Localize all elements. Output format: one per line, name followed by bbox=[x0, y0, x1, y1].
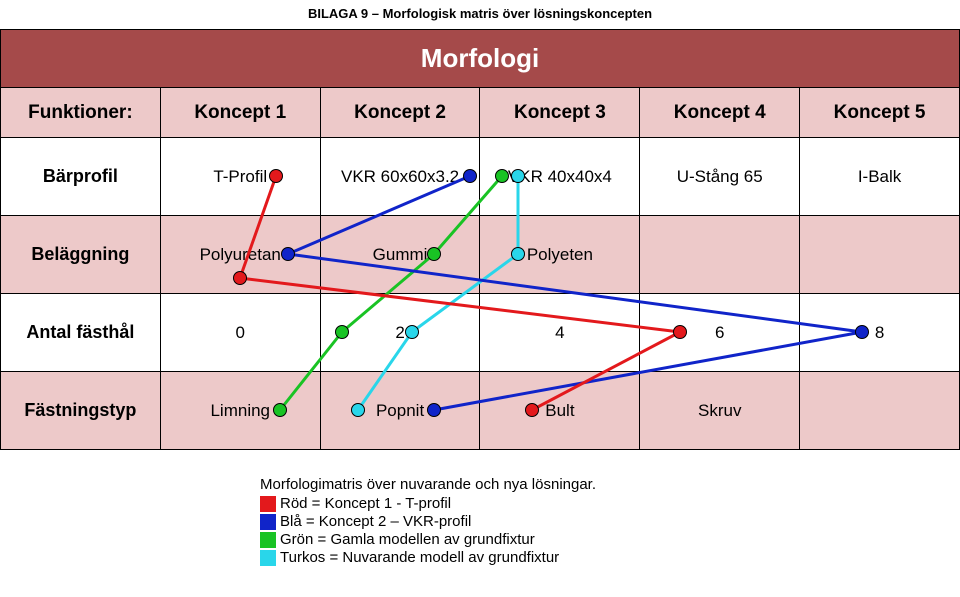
morphology-table: Morfologi Funktioner: Koncept 1 Koncept … bbox=[0, 29, 960, 450]
col-header-2: Koncept 2 bbox=[320, 88, 480, 138]
legend-item: Grön = Gamla modellen av grundfixtur bbox=[260, 531, 960, 548]
cell: T-Profil bbox=[160, 138, 320, 216]
legend-swatch bbox=[260, 496, 276, 512]
row-label: Antal fästhål bbox=[1, 294, 161, 372]
legend-swatch bbox=[260, 532, 276, 548]
page-header: BILAGA 9 – Morfologisk matris över lösni… bbox=[0, 0, 960, 29]
cell: I-Balk bbox=[800, 138, 960, 216]
cell: 8 bbox=[800, 294, 960, 372]
cell: U-Stång 65 bbox=[640, 138, 800, 216]
header-row: Funktioner: Koncept 1 Koncept 2 Koncept … bbox=[1, 88, 960, 138]
legend-item: Röd = Koncept 1 - T-profil bbox=[260, 495, 960, 512]
col-header-3: Koncept 3 bbox=[480, 88, 640, 138]
legend: Morfologimatris över nuvarande och nya l… bbox=[260, 476, 960, 566]
cell: 4 bbox=[480, 294, 640, 372]
table-row: Bärprofil T-Profil VKR 60x60x3.2 VKR 40x… bbox=[1, 138, 960, 216]
row-label: Beläggning bbox=[1, 216, 161, 294]
cell: Popnit bbox=[320, 372, 480, 450]
cell: Limning bbox=[160, 372, 320, 450]
legend-label: Grön = Gamla modellen av grundfixtur bbox=[280, 531, 535, 548]
cell bbox=[640, 216, 800, 294]
table-row: Beläggning Polyuretan Gummi Polyeten bbox=[1, 216, 960, 294]
title-row: Morfologi bbox=[1, 30, 960, 88]
matrix-container: Morfologi Funktioner: Koncept 1 Koncept … bbox=[0, 29, 960, 450]
legend-label: Blå = Koncept 2 – VKR-profil bbox=[280, 513, 471, 530]
col-header-1: Koncept 1 bbox=[160, 88, 320, 138]
row-label: Bärprofil bbox=[1, 138, 161, 216]
cell: VKR 40x40x4 bbox=[480, 138, 640, 216]
cell: 2 bbox=[320, 294, 480, 372]
row-label: Fästningstyp bbox=[1, 372, 161, 450]
matrix-title: Morfologi bbox=[1, 30, 960, 88]
cell: Bult bbox=[480, 372, 640, 450]
legend-caption: Morfologimatris över nuvarande och nya l… bbox=[260, 476, 960, 493]
cell: 6 bbox=[640, 294, 800, 372]
cell: Skruv bbox=[640, 372, 800, 450]
legend-item: Turkos = Nuvarande modell av grundfixtur bbox=[260, 549, 960, 566]
cell bbox=[800, 372, 960, 450]
legend-swatch bbox=[260, 550, 276, 566]
legend-swatch bbox=[260, 514, 276, 530]
legend-label: Röd = Koncept 1 - T-profil bbox=[280, 495, 451, 512]
table-row: Antal fästhål 0 2 4 6 8 bbox=[1, 294, 960, 372]
col-header-4: Koncept 4 bbox=[640, 88, 800, 138]
col-header-5: Koncept 5 bbox=[800, 88, 960, 138]
legend-item: Blå = Koncept 2 – VKR-profil bbox=[260, 513, 960, 530]
col-header-0: Funktioner: bbox=[1, 88, 161, 138]
legend-label: Turkos = Nuvarande modell av grundfixtur bbox=[280, 549, 559, 566]
cell bbox=[800, 216, 960, 294]
table-row: Fästningstyp Limning Popnit Bult Skruv bbox=[1, 372, 960, 450]
cell: Gummi bbox=[320, 216, 480, 294]
cell: Polyeten bbox=[480, 216, 640, 294]
cell: 0 bbox=[160, 294, 320, 372]
cell: Polyuretan bbox=[160, 216, 320, 294]
cell: VKR 60x60x3.2 bbox=[320, 138, 480, 216]
